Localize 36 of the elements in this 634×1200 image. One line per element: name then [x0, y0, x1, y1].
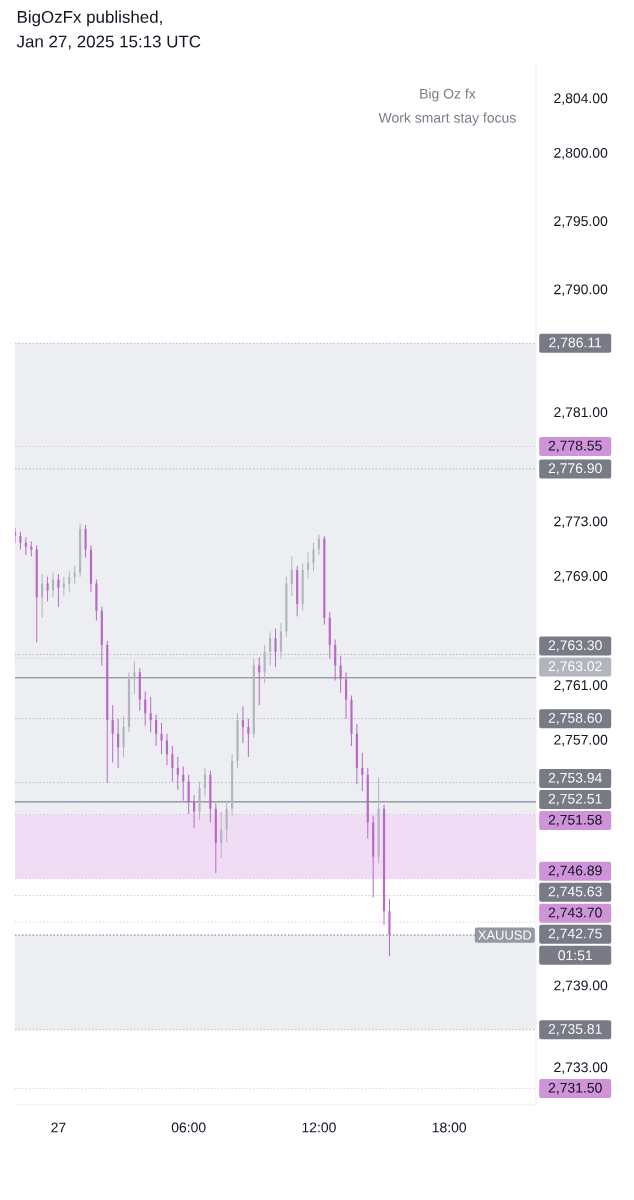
annotation: Work smart stay focus	[378, 112, 516, 126]
y-tick-label: 2,733.00	[554, 1062, 608, 1074]
annotation: Big Oz fx	[420, 88, 476, 102]
y-tick-label: 2,761.00	[554, 680, 608, 692]
ref-line-label: 2,731.50	[548, 1082, 602, 1095]
y-tick-label: 2,790.00	[554, 284, 608, 296]
y-tick-label: 2,804.00	[554, 93, 608, 105]
ref-line-label: 2,735.81	[548, 1024, 602, 1036]
ref-line-label: 2,742.75	[548, 928, 602, 941]
ref-line-label: 2,763.02	[548, 661, 602, 673]
x-tick-label: 18:00	[432, 1122, 467, 1133]
y-tick-label: 2,769.00	[554, 571, 608, 583]
ref-line-label: 2,758.60	[548, 712, 602, 725]
y-tick-label: 2,795.00	[554, 216, 608, 228]
chart-title: BigOzFx published,	[17, 10, 162, 27]
y-tick-label: 2,757.00	[554, 734, 608, 747]
y-tick-label: 2,739.00	[554, 980, 608, 992]
y-tick-label: 2,781.00	[554, 407, 608, 419]
ref-line-label: 2,778.55	[548, 440, 602, 453]
ref-line-label: 2,745.63	[548, 886, 602, 899]
ref-line-label: 2,752.51	[548, 793, 602, 806]
ref-line-label: 2,746.89	[548, 865, 602, 878]
x-tick-label: 27	[51, 1122, 66, 1133]
x-tick-label: 06:00	[171, 1122, 206, 1133]
y-tick-label: 2,800.00	[554, 147, 608, 160]
ref-line-label: 2,776.90	[548, 463, 602, 475]
chart-subtitle: Jan 27, 2025 15:13 UTC	[16, 35, 201, 50]
x-tick-label: 12:00	[302, 1122, 336, 1133]
y-tick-label: 2,773.00	[554, 516, 608, 528]
ref-line-label: 2,753.94	[548, 772, 602, 785]
ref-line-label: 2,743.70	[548, 907, 602, 920]
ref-line-label: 2,751.58	[548, 814, 602, 827]
text: 01:51	[558, 950, 592, 961]
ref-line-label: 2,763.30	[548, 640, 602, 652]
ref-line-label: XAUUSD	[478, 930, 532, 940]
ref-line-label: 2,786.11	[549, 337, 602, 350]
